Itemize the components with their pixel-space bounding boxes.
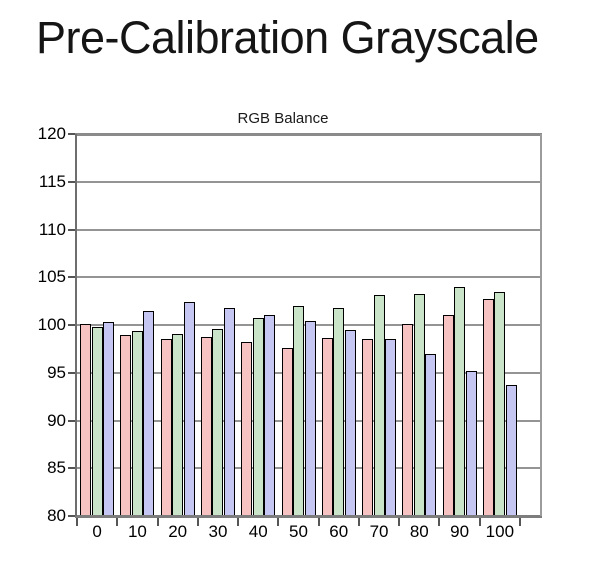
x-tick-label-30: 30 xyxy=(208,522,228,541)
plot-right-border xyxy=(540,134,542,516)
bar-red-50 xyxy=(281,347,293,516)
y-tick-100 xyxy=(68,324,75,326)
bar-blue-70 xyxy=(385,339,397,516)
y-tick-120 xyxy=(68,133,75,135)
bar-blue-10 xyxy=(143,310,155,516)
bar-red-70 xyxy=(362,339,374,516)
bar-red-80 xyxy=(402,324,414,516)
y-tick-label-85: 85 xyxy=(47,458,66,478)
bar-green-50 xyxy=(293,305,304,516)
x-tick-label-0: 0 xyxy=(92,522,102,541)
bar-blue-100 xyxy=(505,385,517,516)
y-tick-label-120: 120 xyxy=(37,124,66,143)
y-tick-90 xyxy=(68,419,75,422)
bar-red-30 xyxy=(200,337,212,516)
y-tick-label-115: 115 xyxy=(38,171,66,191)
bar-red-10 xyxy=(120,334,132,516)
x-tick-label-60: 60 xyxy=(329,522,349,541)
x-tick-label-90: 90 xyxy=(450,522,470,541)
y-tick-label-80: 80 xyxy=(47,506,66,525)
bar-green-60 xyxy=(333,307,345,516)
bar-green-100 xyxy=(494,291,506,516)
y-tick-80 xyxy=(68,515,75,517)
y-tick-label-90: 90 xyxy=(47,410,66,430)
x-tick-11 xyxy=(519,517,521,526)
bar-blue-90 xyxy=(465,370,477,516)
bar-green-90 xyxy=(454,286,466,516)
x-tick-9 xyxy=(438,517,441,526)
x-tick-label-70: 70 xyxy=(369,522,389,541)
bar-green-20 xyxy=(172,333,184,516)
bar-green-80 xyxy=(413,294,425,516)
bar-green-10 xyxy=(131,330,143,516)
x-tick-label-100: 100 xyxy=(485,522,515,541)
plot-top-border xyxy=(75,132,542,136)
bar-red-40 xyxy=(241,342,253,516)
bar-blue-0 xyxy=(103,322,115,516)
y-tick-95 xyxy=(68,371,75,374)
x-tick-6 xyxy=(317,517,320,526)
x-tick-2 xyxy=(156,517,159,526)
bar-red-20 xyxy=(160,339,172,516)
x-axis-line xyxy=(75,515,542,518)
x-tick-label-20: 20 xyxy=(168,522,188,541)
x-tick-label-40: 40 xyxy=(248,522,268,541)
y-tick-110 xyxy=(68,228,75,231)
bar-red-0 xyxy=(80,324,92,516)
y-tick-label-105: 105 xyxy=(37,267,66,287)
x-tick-7 xyxy=(357,517,360,526)
x-tick-4 xyxy=(237,517,240,526)
bar-blue-20 xyxy=(183,302,195,516)
bar-green-40 xyxy=(252,318,264,516)
bar-blue-60 xyxy=(344,329,356,516)
bar-red-100 xyxy=(482,299,494,516)
bar-blue-50 xyxy=(304,321,316,516)
bar-green-30 xyxy=(212,328,224,516)
y-tick-label-95: 95 xyxy=(47,362,66,382)
x-tick-5 xyxy=(277,517,280,526)
x-tick-0 xyxy=(76,517,78,526)
y-tick-85 xyxy=(68,467,75,470)
y-tick-105 xyxy=(68,276,75,279)
x-tick-1 xyxy=(116,517,119,526)
gridline-110 xyxy=(77,228,540,231)
y-tick-label-110: 110 xyxy=(38,219,66,239)
y-tick-label-100: 100 xyxy=(37,315,66,334)
x-tick-label-10: 10 xyxy=(127,522,147,541)
bar-blue-80 xyxy=(425,353,437,516)
bar-blue-30 xyxy=(223,307,235,516)
y-tick-115 xyxy=(68,180,75,183)
gridline-115 xyxy=(77,180,540,183)
y-axis-line xyxy=(75,134,77,516)
chart-title: RGB Balance xyxy=(237,110,329,127)
x-tick-10 xyxy=(478,517,481,526)
bar-green-70 xyxy=(373,295,385,516)
page-title: Pre-Calibration Grayscale xyxy=(36,12,539,63)
bar-blue-40 xyxy=(264,315,276,516)
bar-red-90 xyxy=(442,315,454,516)
x-tick-label-50: 50 xyxy=(289,522,308,541)
bar-green-0 xyxy=(91,326,103,516)
gridline-105 xyxy=(77,276,540,279)
x-tick-3 xyxy=(196,517,199,526)
bar-red-60 xyxy=(321,338,333,516)
x-tick-label-80: 80 xyxy=(409,522,429,541)
x-tick-8 xyxy=(398,517,401,526)
